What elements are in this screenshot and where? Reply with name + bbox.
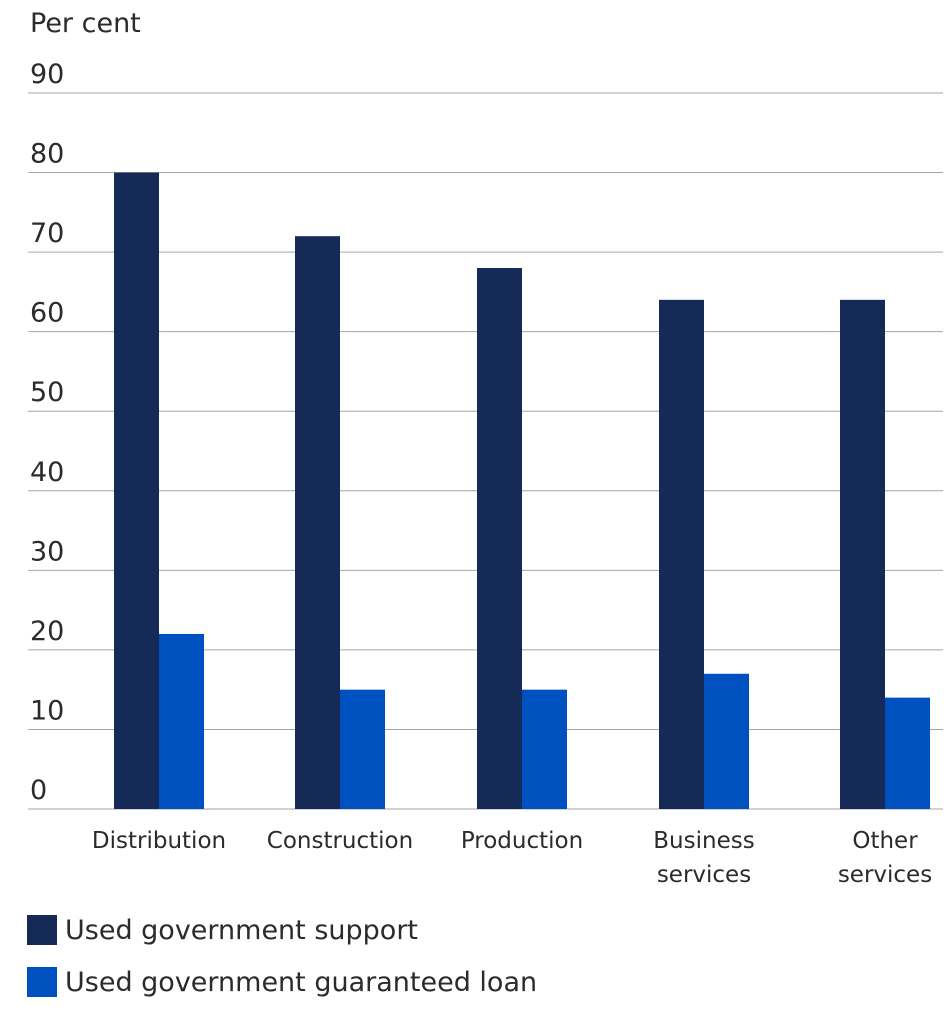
x-tick-label: Distribution: [92, 828, 226, 854]
bar: [159, 633, 204, 809]
legend-item-support: Used government support: [27, 912, 537, 948]
bar: [885, 697, 930, 809]
legend: Used government support Used government …: [27, 912, 537, 1016]
y-tick-label: 40: [30, 457, 64, 488]
x-tick-label: Production: [461, 828, 583, 854]
y-tick-label: 0: [30, 775, 47, 806]
y-axis-unit-label: Per cent: [30, 8, 141, 39]
y-tick-label: 70: [30, 218, 64, 249]
y-axis-ticks: 0 10 20 30 40 50 60 70 80 90: [30, 59, 64, 806]
bar: [477, 268, 522, 809]
y-tick-label: 50: [30, 377, 64, 408]
legend-item-loan: Used government guaranteed loan: [27, 964, 537, 1000]
legend-swatch-loan: [27, 967, 57, 997]
bar: [114, 172, 159, 810]
y-tick-label: 90: [30, 59, 64, 90]
y-tick-label: 60: [30, 298, 64, 329]
y-tick-label: 20: [30, 616, 64, 647]
bar: [704, 673, 749, 809]
bar: [840, 299, 885, 809]
bar: [340, 689, 385, 809]
x-axis-ticks: Distribution Construction Production Busine…: [92, 828, 932, 888]
x-tick-label: Construction: [267, 828, 413, 854]
legend-swatch-support: [27, 915, 57, 945]
bar: [659, 299, 704, 809]
y-tick-label: 30: [30, 536, 64, 567]
bar-chart: 0 10 20 30 40 50 60 70 80 90 Distribution Construc…: [28, 59, 943, 888]
bar: [522, 689, 567, 809]
legend-label-support: Used government support: [65, 914, 419, 946]
y-tick-label: 80: [30, 139, 64, 170]
x-tick-label: Business services: [653, 828, 754, 888]
bar: [295, 236, 340, 809]
x-tick-label: Other services: [838, 828, 932, 888]
y-tick-label: 10: [30, 695, 64, 726]
bars: [114, 172, 930, 810]
legend-label-loan: Used government guaranteed loan: [65, 966, 538, 998]
